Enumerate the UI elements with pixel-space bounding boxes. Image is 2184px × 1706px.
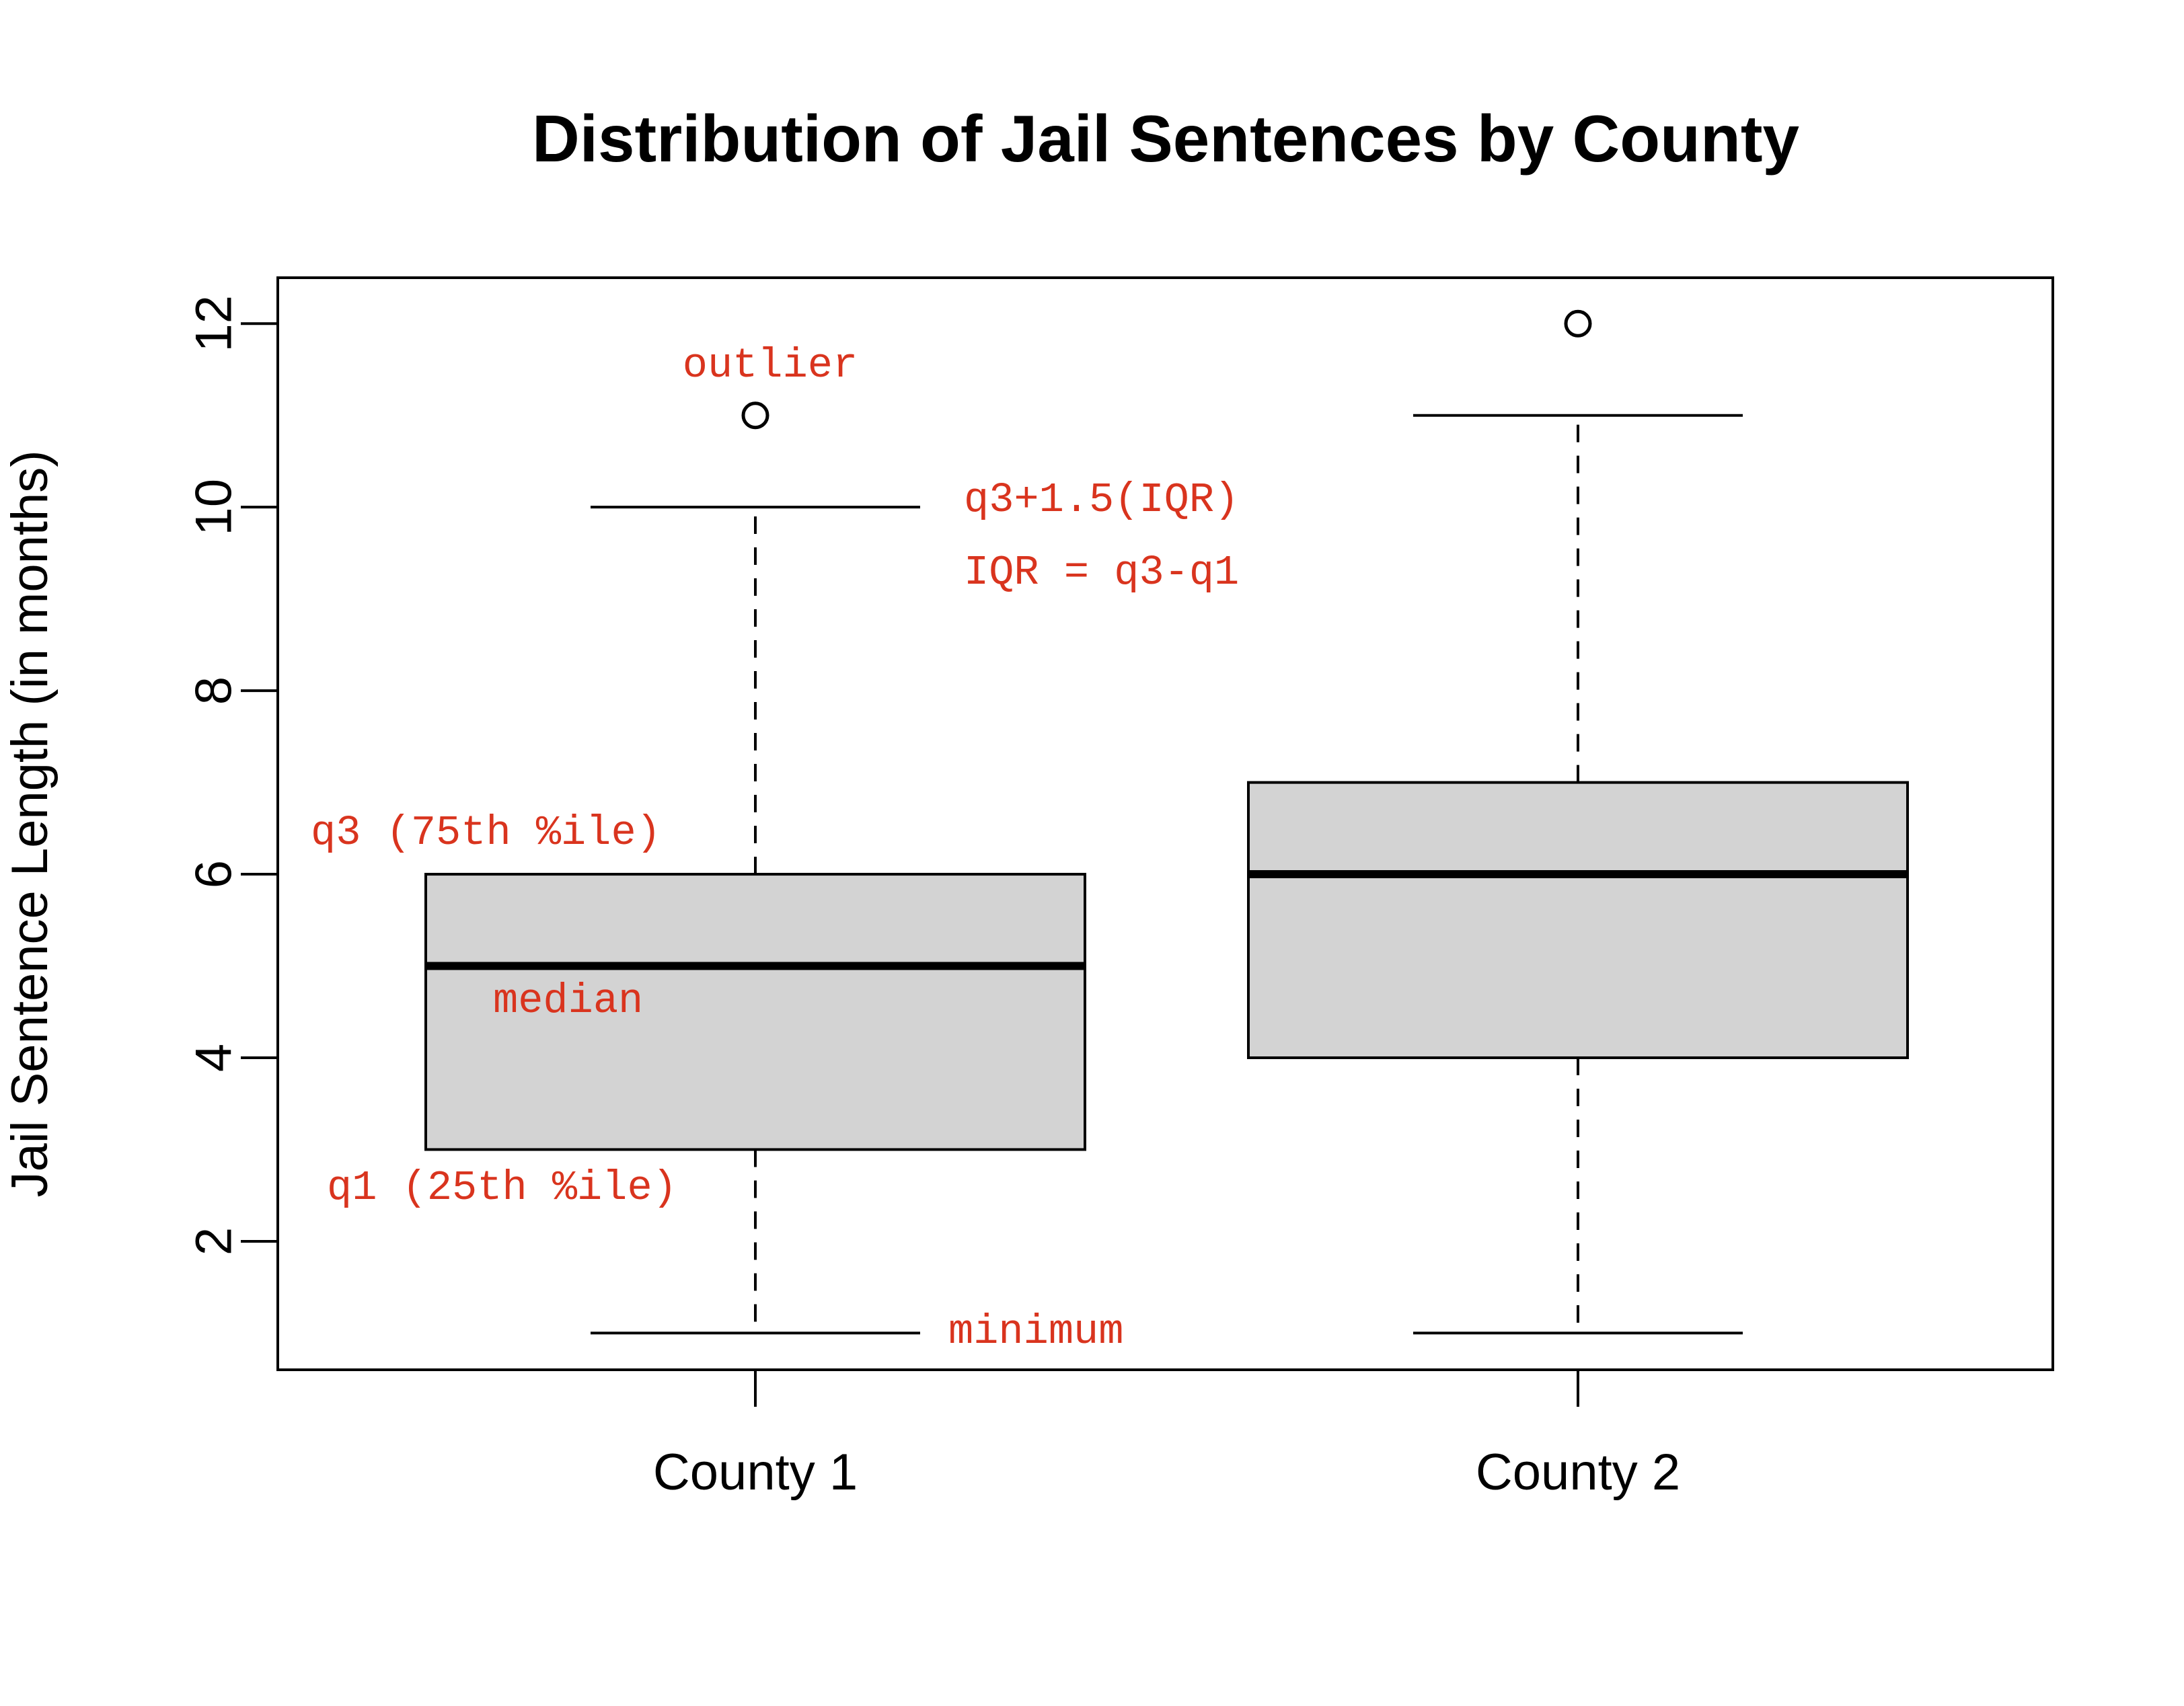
x-tick-label: County 2 [1476, 1444, 1680, 1501]
annotation-label: q3 (75th %ile) [311, 809, 661, 857]
annotation-label: q1 (25th %ile) [327, 1164, 677, 1212]
chart-title: Distribution of Jail Sentences by County [532, 102, 1799, 176]
x-tick-label: County 1 [653, 1444, 858, 1501]
iqr-box [424, 873, 1086, 1151]
outlier-point [1564, 309, 1592, 338]
annotation-label: outlier [683, 342, 858, 389]
annotation-label: minimum [948, 1308, 1123, 1356]
box-group-2 [1247, 309, 1909, 1335]
outlier-point [741, 401, 769, 430]
annotation-label: IQR = q3-q1 [964, 549, 1239, 596]
y-tick-label: 12 [186, 295, 243, 352]
y-axis-label: Jail Sentence Length (in months) [1, 450, 59, 1197]
box-group-1 [424, 401, 1086, 1335]
boxes [424, 309, 1909, 1335]
annotations: outlier q3+1.5(IQR) IQR = q3-q1 q3 (75th %i… [311, 342, 1239, 1356]
annotation-label: q3+1.5(IQR) [964, 476, 1239, 524]
plot-frame [276, 276, 2054, 1371]
y-tick-label: 6 [186, 860, 243, 888]
y-tick-label: 2 [186, 1227, 243, 1255]
y-tick-label: 10 [186, 479, 243, 536]
iqr-box [1247, 781, 1909, 1060]
annotation-label: median [493, 977, 643, 1025]
y-tick-label: 4 [186, 1044, 243, 1072]
y-axis: 2 4 6 8 10 12 [186, 295, 278, 1255]
y-tick-label: 8 [186, 676, 243, 705]
x-axis: County 1 County 2 [653, 1370, 1680, 1501]
